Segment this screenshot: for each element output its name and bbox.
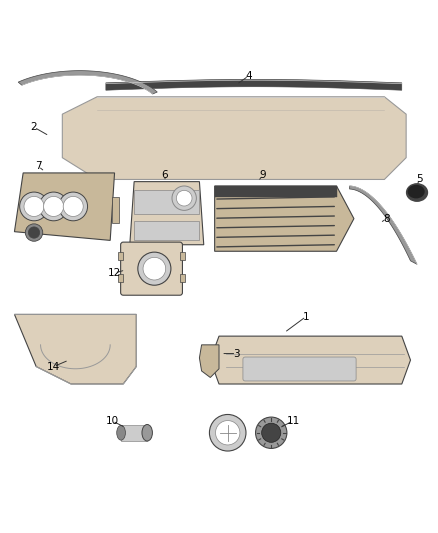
Text: 10: 10: [106, 416, 119, 426]
Polygon shape: [199, 345, 219, 377]
Ellipse shape: [408, 185, 424, 198]
Text: 4: 4: [245, 71, 252, 81]
Text: 7: 7: [35, 161, 42, 172]
Text: 8: 8: [383, 214, 390, 224]
Bar: [134, 221, 199, 240]
Circle shape: [215, 421, 240, 445]
Text: 14: 14: [47, 361, 60, 372]
Text: 5: 5: [416, 174, 423, 184]
Ellipse shape: [142, 424, 152, 441]
Circle shape: [172, 186, 196, 211]
Bar: [113, 197, 119, 223]
Ellipse shape: [406, 184, 427, 201]
Ellipse shape: [117, 425, 125, 440]
Polygon shape: [130, 182, 204, 245]
Bar: [118, 252, 123, 260]
Circle shape: [177, 190, 192, 206]
Polygon shape: [210, 336, 410, 384]
Bar: [215, 186, 336, 197]
Text: 1: 1: [303, 312, 309, 321]
Polygon shape: [350, 186, 417, 264]
FancyBboxPatch shape: [243, 357, 356, 381]
Bar: [134, 190, 199, 214]
Polygon shape: [62, 97, 406, 180]
Circle shape: [28, 227, 40, 238]
Text: 11: 11: [286, 416, 300, 426]
Circle shape: [44, 197, 64, 216]
Text: 12: 12: [108, 268, 121, 278]
Circle shape: [39, 192, 68, 221]
Polygon shape: [18, 71, 157, 94]
Circle shape: [20, 192, 48, 221]
Circle shape: [24, 197, 44, 216]
Circle shape: [25, 224, 43, 241]
Polygon shape: [14, 173, 115, 240]
Circle shape: [261, 423, 281, 442]
Polygon shape: [106, 79, 402, 90]
Bar: [121, 425, 147, 441]
Polygon shape: [215, 186, 354, 251]
Circle shape: [59, 192, 88, 221]
Text: 3: 3: [233, 349, 240, 359]
Text: 2: 2: [31, 122, 37, 132]
Text: 6: 6: [162, 170, 168, 180]
Polygon shape: [14, 314, 136, 384]
FancyBboxPatch shape: [120, 242, 183, 295]
Circle shape: [138, 252, 171, 285]
Circle shape: [63, 197, 83, 216]
Bar: [118, 274, 123, 282]
Circle shape: [143, 257, 166, 280]
Circle shape: [255, 417, 287, 448]
Bar: [180, 252, 185, 260]
Circle shape: [209, 415, 246, 451]
Bar: [180, 274, 185, 282]
Text: 9: 9: [259, 170, 266, 180]
